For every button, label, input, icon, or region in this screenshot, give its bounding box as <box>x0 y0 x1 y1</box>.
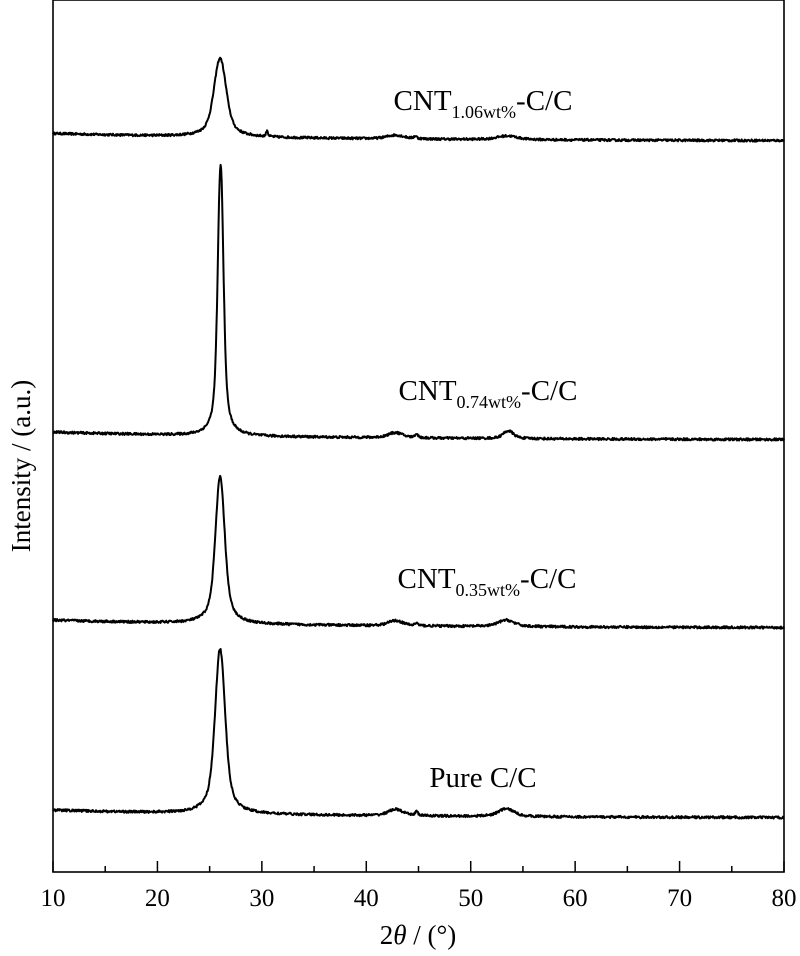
series-line-4 <box>52 648 785 820</box>
tick-labels-group: 10 20 30 40 50 60 70 80 <box>41 885 797 912</box>
series-label-2: CNT0.74wt%-C/C <box>399 375 578 412</box>
traces-group <box>52 56 785 820</box>
x-axis-label-symbol: θ <box>393 920 406 950</box>
series-line-1 <box>52 56 785 143</box>
x-tick-label-0: 10 <box>41 885 66 912</box>
x-tick-label-6: 70 <box>667 885 692 912</box>
ticks-group <box>52 861 785 872</box>
x-axis-label: 2θ / (°) <box>380 920 457 950</box>
x-tick-label-1: 20 <box>145 885 170 912</box>
series-labels-group: CNT1.06wt%-C/C CNT0.74wt%-C/C CNT0.35wt%-C… <box>394 85 578 794</box>
x-tick-label-4: 50 <box>458 885 483 912</box>
x-tick-label-7: 80 <box>772 885 797 912</box>
series-label-1: CNT1.06wt%-C/C <box>394 85 573 122</box>
series-label-3: CNT0.35wt%-C/C <box>398 563 577 600</box>
x-axis-label-suffix: / (°) <box>406 920 456 950</box>
x-tick-label-5: 60 <box>563 885 588 912</box>
x-axis-label-prefix: 2 <box>380 920 394 950</box>
y-axis-label: Intensity / (a.u.) <box>6 380 36 552</box>
x-tick-label-3: 40 <box>354 885 379 912</box>
series-label-4: Pure C/C <box>429 762 536 794</box>
series-line-3 <box>52 474 785 630</box>
series-line-2 <box>52 163 785 442</box>
x-tick-label-2: 30 <box>249 885 274 912</box>
